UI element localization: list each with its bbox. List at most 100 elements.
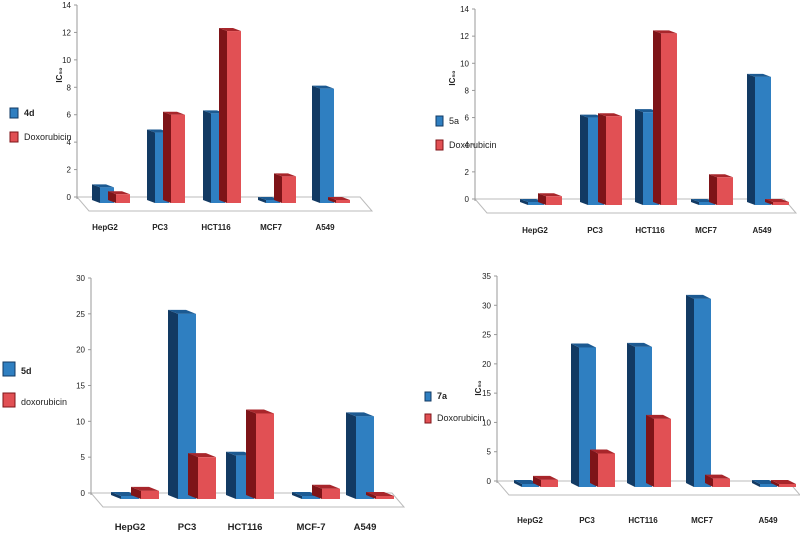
bar-7a-MCF7-top [686, 294, 711, 299]
bar-Doxorubicin-HepG2-top [538, 193, 562, 197]
bar-Doxorubicin-MCF7-top [274, 173, 296, 177]
bar-Doxorubicin-PC3-top [598, 113, 622, 117]
category-label: HepG2 [517, 516, 543, 525]
category-label: HepG2 [92, 223, 118, 232]
bar-5d-A549-side [346, 412, 356, 499]
legend-swatch-doxorubicin [2, 392, 16, 408]
y-tick-label: 6 [67, 111, 72, 120]
bar-Doxorubicin-A549 [336, 200, 350, 203]
category-label: HepG2 [115, 522, 146, 533]
bar-4d-A549-side [312, 85, 320, 203]
bar-5a-HepG2 [528, 202, 544, 205]
bar-doxorubicin-A549 [376, 496, 394, 499]
y-tick-label: 25 [482, 331, 491, 340]
bar-Doxorubicin-HCT116 [661, 33, 677, 205]
bar-4d-A549 [320, 88, 334, 203]
y-tick-label: 8 [465, 86, 470, 95]
bar-Doxorubicin-PC3 [598, 453, 615, 487]
bar-5d-HepG2-side [111, 492, 121, 499]
legend: 4d Doxorubicin [9, 107, 72, 143]
bar-Doxorubicin-A549-side [765, 199, 773, 205]
bar-doxorubicin-HepG2 [141, 490, 159, 499]
y-tick-label: 0 [81, 489, 86, 498]
bar-Doxorubicin-A549 [779, 484, 796, 487]
bar-Doxorubicin-PC3-side [163, 111, 171, 203]
bar-Doxorubicin-PC3-top [590, 449, 615, 454]
bar-Doxorubicin-PC3-top [163, 111, 185, 115]
y-tick-label: 4 [67, 138, 72, 147]
bar-7a-PC3-top [571, 343, 596, 348]
legend-swatch-5a [435, 115, 444, 127]
legend-label-doxorubicin: doxorubicin [21, 397, 67, 407]
bar-Doxorubicin-HCT116-top [646, 414, 671, 419]
bar-Doxorubicin-PC3-side [598, 113, 606, 205]
bar-Doxorubicin-HepG2-side [538, 193, 546, 205]
legend-label-5a: 5a [449, 116, 459, 126]
category-label: HCT116 [635, 226, 665, 235]
y-tick-label: 0 [67, 193, 72, 202]
y-tick-label: 10 [62, 56, 71, 65]
y-tick-label: 30 [76, 274, 85, 283]
legend: 7a Doxorubicin [424, 391, 485, 424]
y-tick-label: 6 [465, 114, 470, 123]
bar-Doxorubicin-PC3-side [590, 449, 598, 487]
bar-7a-HCT116-side [627, 342, 635, 487]
bar-Doxorubicin-A549-side [771, 480, 779, 487]
category-label: PC3 [152, 223, 168, 232]
category-label: MCF-7 [296, 522, 325, 533]
bar-doxorubicin-MCF-7-top [312, 484, 340, 489]
chart-1: 0 2 4 6 8 10 12 14 IC₅₀ HepG2 PC3 HCT116 MCF7 A549 4d D… [9, 1, 374, 232]
bar-Doxorubicin-MCF7 [282, 176, 296, 203]
bar-Doxorubicin-HCT116-top [219, 28, 241, 32]
bar-5d-HCT116-side [226, 451, 236, 499]
y-tick-label: 14 [460, 5, 469, 14]
y-tick-label: 12 [62, 28, 71, 37]
bar-doxorubicin-A549-top [366, 492, 394, 496]
bar-4d-MCF7-side [258, 197, 266, 203]
bar-4d-HepG2-top [92, 184, 114, 188]
category-label: HCT116 [201, 223, 231, 232]
y-tick-label: 8 [67, 83, 72, 92]
bar-7a-HCT116-top [627, 342, 652, 347]
bar-5d-MCF-7 [302, 496, 320, 499]
bar-doxorubicin-MCF-7-side [312, 484, 322, 499]
bar-doxorubicin-HCT116 [256, 413, 274, 499]
chart-4: 0 5 10 15 20 25 30 35 IC₅₀ HepG2 PC3 HCT116 MCF7 A549… [424, 272, 800, 525]
legend-label-Doxorubicin: Doxorubicin [449, 140, 497, 150]
category-label: HCT116 [628, 516, 658, 525]
bar-Doxorubicin-HepG2-top [533, 475, 558, 480]
bar-Doxorubicin-MCF7-side [709, 174, 717, 205]
bar-Doxorubicin-A549 [773, 202, 789, 205]
y-tick-label: 15 [482, 389, 491, 398]
legend: 5a Doxorubicin [435, 115, 497, 151]
bar-4d-PC3-side [147, 129, 155, 203]
bar-Doxorubicin-HCT116-side [653, 30, 661, 205]
y-tick-label: 12 [460, 32, 469, 41]
bar-Doxorubicin-HepG2 [116, 194, 130, 203]
bar-doxorubicin-HCT116-top [246, 409, 274, 414]
category-label: PC3 [579, 516, 595, 525]
bar-5d-A549-top [346, 412, 374, 417]
legend-swatch-5d [2, 361, 16, 377]
y-tick-label: 0 [487, 477, 492, 486]
category-label: MCF7 [260, 223, 282, 232]
chart-2: 0 2 4 6 8 10 12 14 IC₅₀ HepG2 PC3 HCT116 MCF7 A549 5a D… [435, 5, 798, 235]
bar-7a-MCF7 [694, 298, 711, 487]
bar-Doxorubicin-MCF7-side [705, 474, 713, 487]
y-tick-label: 30 [482, 301, 491, 310]
bar-doxorubicin-MCF-7 [322, 488, 340, 499]
bar-4d-HCT116-side [203, 110, 211, 203]
y-tick-label: 15 [76, 382, 85, 391]
bar-5a-A549-top [747, 73, 771, 77]
y-tick-label: 0 [465, 195, 470, 204]
bar-Doxorubicin-HepG2-side [533, 475, 541, 487]
bar-Doxorubicin-HCT116-top [653, 30, 677, 34]
bar-doxorubicin-PC3-side [188, 453, 198, 499]
legend-label-7a: 7a [437, 391, 448, 401]
bar-4d-A549-top [312, 85, 334, 89]
bar-7a-A549-top [752, 480, 777, 484]
bar-7a-MCF7-side [686, 294, 694, 487]
bar-Doxorubicin-MCF7-top [705, 474, 730, 479]
bar-5d-HepG2 [121, 496, 139, 499]
legend: 5d doxorubicin [2, 361, 67, 408]
